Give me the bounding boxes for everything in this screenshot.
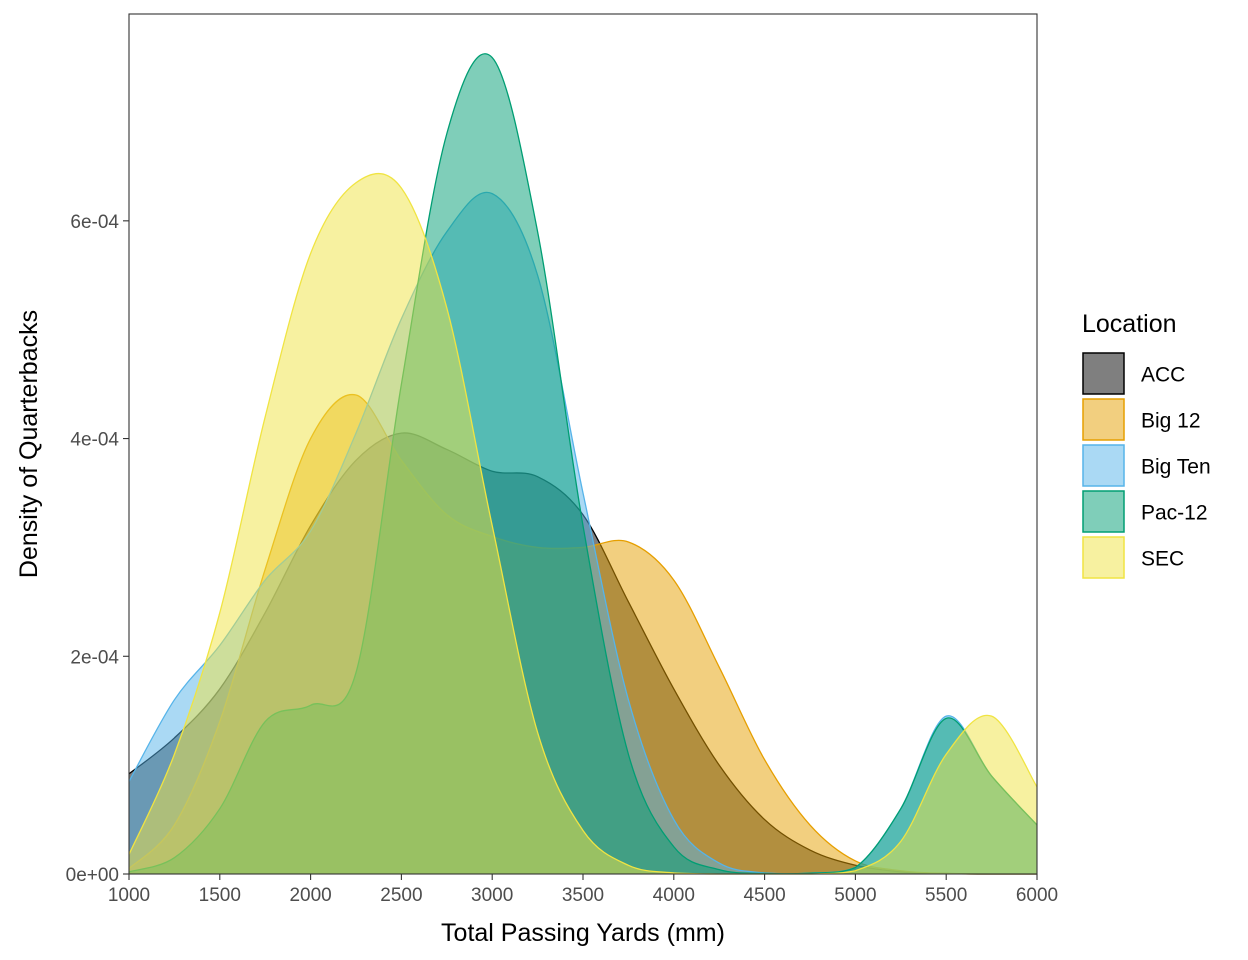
- x-tick-label: 5000: [834, 885, 876, 906]
- legend-label-pac-12: Pac-12: [1141, 502, 1208, 525]
- legend-key-big-12: [1082, 398, 1125, 441]
- y-tick-label: 0e+00: [66, 865, 119, 886]
- legend-title: Location: [1082, 310, 1177, 338]
- y-tick-label: 6e-04: [70, 212, 119, 233]
- legend-label-big-12: Big 12: [1141, 410, 1201, 433]
- x-tick-label: 3000: [471, 885, 513, 906]
- x-axis: 1000 1500 2000 2500 3000 3500 4000 4500 5000 5500…: [108, 874, 1058, 906]
- legend: Location ACC Big 12 Big Ten Pac-12 SEC: [1082, 310, 1211, 579]
- x-tick-label: 2000: [289, 885, 331, 906]
- x-tick-label: 2500: [380, 885, 422, 906]
- legend-key-big-ten: [1082, 444, 1125, 487]
- density-line-sec: [128, 172, 1038, 875]
- legend-label-sec: SEC: [1141, 548, 1184, 571]
- x-tick-label: 1500: [199, 885, 241, 906]
- legend-key-acc: [1082, 352, 1125, 395]
- legend-key-sec: [1082, 536, 1125, 579]
- legend-label-big-ten: Big Ten: [1141, 456, 1211, 479]
- x-tick-label: 3500: [562, 885, 604, 906]
- y-tick-label: 4e-04: [70, 430, 119, 451]
- y-tick-label: 2e-04: [70, 647, 119, 668]
- density-areas: [128, 53, 1038, 875]
- y-axis-title: Density of Quarterbacks: [15, 310, 43, 578]
- x-tick-label: 4500: [743, 885, 785, 906]
- x-axis-title: Total Passing Yards (mm): [441, 919, 725, 947]
- y-axis: 0e+00 2e-04 4e-04 6e-04: [66, 212, 129, 886]
- x-tick-label: 6000: [1016, 885, 1058, 906]
- legend-label-acc: ACC: [1141, 364, 1185, 387]
- x-tick-label: 4000: [653, 885, 695, 906]
- legend-key-pac-12: [1082, 490, 1125, 533]
- x-tick-label: 1000: [108, 885, 150, 906]
- density-area-sec: [129, 173, 1037, 875]
- x-tick-label: 5500: [925, 885, 967, 906]
